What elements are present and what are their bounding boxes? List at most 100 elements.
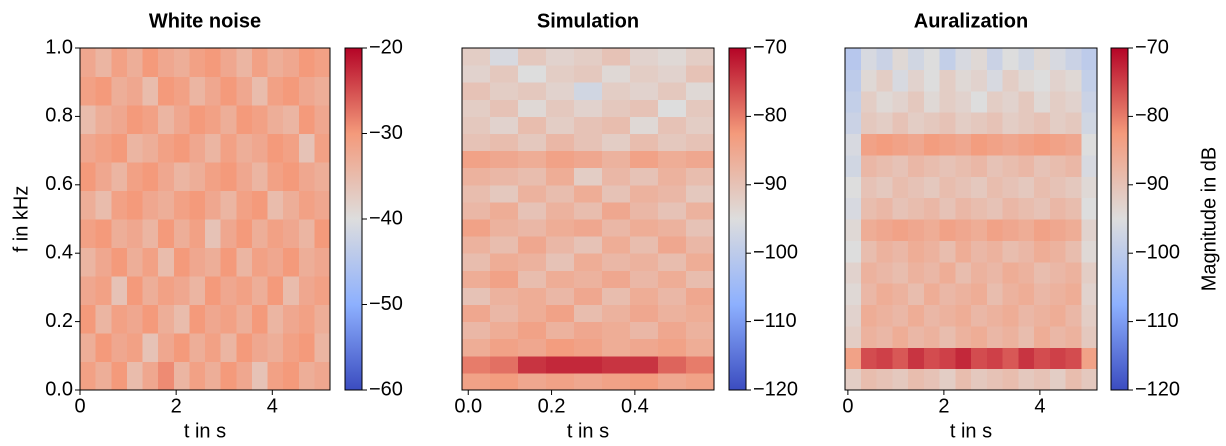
heatmap-cell (111, 76, 128, 106)
heatmap-cell (158, 162, 175, 191)
heatmap-cell (939, 69, 956, 92)
colorbar-tick-label: −110 (753, 310, 797, 332)
heatmap-cell (939, 176, 956, 199)
heatmap-cell (845, 261, 862, 284)
heatmap-cell (126, 276, 143, 305)
heatmap-cell (574, 304, 603, 323)
heatmap-cell (189, 48, 206, 77)
heatmap-cell (1081, 48, 1098, 70)
heatmap-cell (314, 276, 331, 305)
heatmap-cell (80, 247, 97, 277)
heatmap-cell (80, 333, 97, 362)
heatmap-cell (876, 325, 893, 348)
heatmap-cell (1065, 304, 1082, 327)
heatmap-cell (686, 184, 715, 203)
heatmap-cell (1065, 240, 1082, 263)
heatmap-cell (602, 287, 631, 305)
heatmap-cell (1049, 240, 1066, 263)
heatmap-cell (908, 133, 925, 156)
heatmap-cell (462, 65, 491, 83)
heatmap-cell (236, 48, 253, 77)
heatmap-cell (923, 176, 940, 199)
heatmap-cell (546, 65, 575, 83)
heatmap-cell (462, 270, 491, 288)
heatmap-cell (1081, 347, 1098, 370)
heatmap-cell (283, 105, 300, 134)
heatmap-cell (986, 112, 1003, 134)
heatmap-cell (892, 219, 909, 241)
heatmap-cell (126, 247, 143, 277)
x-tick-label: 0 (74, 395, 85, 417)
heatmap-cell (220, 48, 237, 77)
heatmap-cell (630, 321, 659, 340)
y-tick-label: 0.2 (45, 310, 73, 332)
heatmap-cell (189, 276, 206, 305)
heatmap-cell (602, 372, 631, 391)
heatmap-cell (602, 304, 631, 323)
heatmap-cell (95, 361, 112, 391)
heatmap-cell (986, 69, 1003, 92)
heatmap-cell (686, 150, 715, 169)
heatmap-cell (1002, 304, 1019, 327)
heatmap-cell (111, 276, 128, 305)
heatmap-cell (205, 276, 222, 305)
heatmap-cell (1081, 90, 1098, 113)
heatmap-cell (205, 219, 222, 248)
heatmap-cell (892, 261, 909, 284)
heatmap-cell (1034, 133, 1051, 156)
heatmap-cell (251, 76, 268, 106)
heatmap-cell (95, 219, 112, 248)
heatmap-cell (574, 82, 603, 100)
heatmap-cell (658, 338, 687, 357)
heatmap-cell (955, 176, 972, 199)
heatmap-cell (892, 112, 909, 134)
heatmap-cell (126, 333, 143, 362)
heatmap-cell (892, 240, 909, 263)
heatmap-cell (908, 261, 925, 284)
heatmap-cell (518, 99, 547, 117)
heatmap-cell (95, 105, 112, 134)
heatmap-cell (462, 321, 491, 340)
heatmap-cell (189, 219, 206, 248)
heatmap-cell (939, 48, 956, 70)
heatmap-cell (686, 219, 715, 237)
heatmap-cell (602, 270, 631, 288)
heatmap-cell (111, 105, 128, 134)
heatmap-cell (236, 247, 253, 277)
heatmap-cell (1002, 347, 1019, 370)
heatmap-cell (686, 236, 715, 254)
heatmap-cell (686, 167, 715, 186)
heatmap-cell (1002, 154, 1019, 177)
heatmap-cell (298, 48, 315, 77)
heatmap-cell (236, 333, 253, 362)
heatmap-cell (462, 338, 491, 357)
heatmap-cell (908, 69, 925, 92)
x-tick-label: 0.0 (454, 395, 482, 417)
plot-frame (461, 47, 715, 391)
heatmap-cell (955, 368, 972, 391)
colorbar-tick-label: −30 (369, 122, 403, 144)
heatmap-cell (490, 116, 519, 134)
heatmap-cell (892, 368, 909, 391)
heatmap-cell (1081, 154, 1098, 177)
heatmap-cell (173, 247, 190, 277)
heatmap-cell (490, 201, 519, 220)
heatmap-cell (518, 236, 547, 254)
heatmap-cell (173, 333, 190, 362)
y-axis-label: f in kHz (10, 186, 32, 253)
heatmap-cell (986, 154, 1003, 177)
heatmap-cell (986, 176, 1003, 199)
heatmap-cell (490, 287, 519, 305)
heatmap-cell (1049, 283, 1066, 305)
colorbar-tick-label: −100 (753, 241, 798, 263)
heatmap-cell (283, 276, 300, 305)
heatmap-cell (80, 361, 97, 391)
heatmap-cell (955, 69, 972, 92)
heatmap-cell (173, 361, 190, 391)
x-tick-label: 4 (1034, 395, 1045, 417)
heatmap-cell (630, 48, 659, 66)
heatmap-cell (602, 201, 631, 220)
heatmap-cell (1049, 304, 1066, 327)
heatmap-cell (574, 48, 603, 66)
heatmap-cell (220, 247, 237, 277)
